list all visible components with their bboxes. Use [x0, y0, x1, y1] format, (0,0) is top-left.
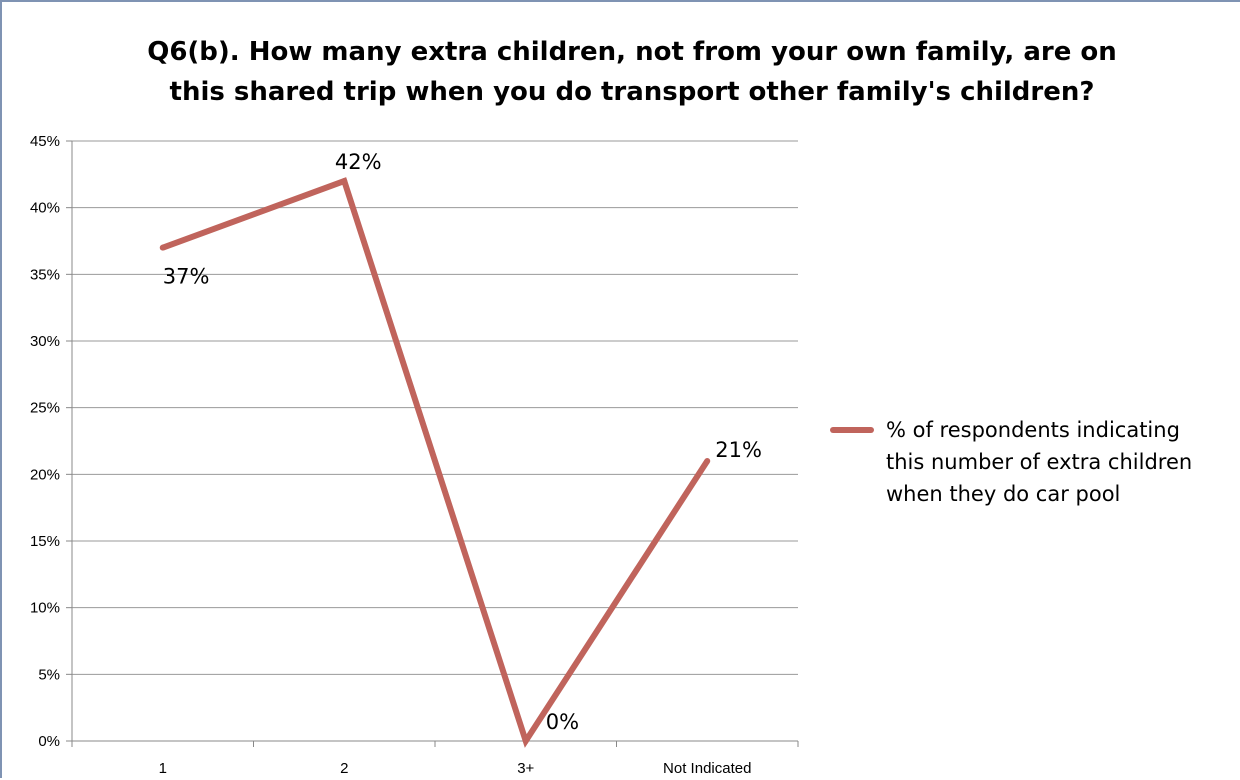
- data-label: 0%: [546, 710, 579, 734]
- y-tick-label: 20%: [30, 466, 60, 483]
- x-tick-label: 2: [340, 760, 348, 777]
- chart-title: Q6(b). How many extra children, not from…: [42, 32, 1222, 112]
- y-tick-label: 10%: [30, 600, 60, 617]
- legend-label-line-1: % of respondents indicating: [886, 418, 1180, 442]
- y-tick-label: 0%: [38, 733, 60, 750]
- series-line: [161, 177, 710, 748]
- legend-label-line-3: when they do car pool: [886, 482, 1121, 506]
- chart-title-line-2: this shared trip when you do transport o…: [169, 77, 1095, 107]
- x-tick-label: 1: [159, 760, 167, 777]
- data-label: 21%: [715, 438, 762, 462]
- x-axis-tick-labels: 1 2 3+ Not Indicated: [159, 760, 752, 777]
- y-tick-label: 25%: [30, 400, 60, 417]
- y-tick-label: 5%: [38, 666, 60, 683]
- x-tick-label: Not Indicated: [663, 760, 751, 777]
- data-label: 42%: [335, 150, 382, 174]
- chart-title-line-1: Q6(b). How many extra children, not from…: [147, 37, 1117, 67]
- series: [159, 177, 711, 748]
- legend-swatch: [830, 427, 874, 433]
- y-tick-label: 15%: [30, 533, 60, 550]
- y-tick-label: 35%: [30, 266, 60, 283]
- legend-label-line-2: this number of extra children: [886, 450, 1193, 474]
- axes: [66, 140, 799, 747]
- gridlines: [72, 140, 798, 675]
- y-tick-label: 30%: [30, 333, 60, 350]
- legend-label: % of respondents indicating this number …: [886, 414, 1240, 510]
- y-axis-tick-labels: 0% 5% 10% 15% 20% 25% 30% 35% 40% 45%: [30, 133, 60, 750]
- data-point: [704, 458, 711, 464]
- x-tick-label: 3+: [517, 760, 534, 777]
- legend: % of respondents indicating this number …: [830, 414, 1240, 510]
- y-tick-label: 45%: [30, 133, 60, 150]
- data-label: 37%: [163, 265, 210, 289]
- data-point: [341, 178, 348, 184]
- data-point: [522, 738, 529, 744]
- data-point: [159, 244, 166, 251]
- data-labels: 37% 42% 0% 21%: [163, 150, 762, 734]
- y-tick-label: 40%: [30, 200, 60, 217]
